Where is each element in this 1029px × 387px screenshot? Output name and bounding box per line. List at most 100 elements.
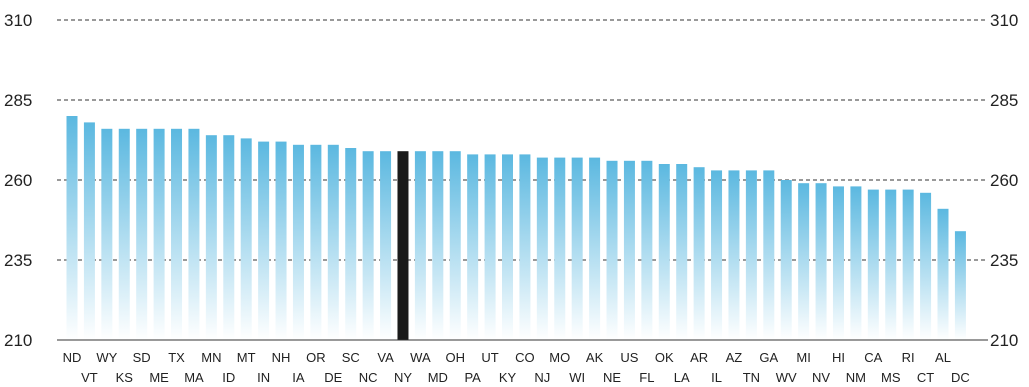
category-label-nm: NM: [846, 370, 866, 385]
category-label-ks: KS: [116, 370, 134, 385]
category-label-ct: CT: [917, 370, 934, 385]
bar-mn: [205, 135, 217, 340]
category-label-ny: NY: [394, 370, 412, 385]
category-label-wi: WI: [569, 370, 585, 385]
bar-ri: [902, 189, 914, 340]
bar-hi: [832, 186, 844, 340]
category-label-us: US: [620, 350, 638, 365]
category-label-ca: CA: [864, 350, 882, 365]
y-tick-label-right: 260: [990, 171, 1018, 190]
axis-layer: 210 210 235 235 260 260 285 285 310 310: [4, 11, 1018, 350]
category-label-me: ME: [149, 370, 169, 385]
bar-oh: [449, 151, 461, 340]
bar-ca: [867, 189, 879, 340]
bar-ok: [658, 164, 670, 340]
category-label-ak: AK: [586, 350, 604, 365]
category-label-or: OR: [306, 350, 326, 365]
category-label-mo: MO: [549, 350, 570, 365]
category-label-nh: NH: [272, 350, 291, 365]
category-label-nc: NC: [359, 370, 378, 385]
category-label-va: VA: [377, 350, 394, 365]
bar-ar: [693, 167, 705, 340]
bar-sc: [345, 148, 357, 340]
bar-md: [432, 151, 444, 340]
bar-vt: [83, 122, 95, 341]
bar-mo: [554, 157, 566, 340]
bar-ne: [606, 160, 618, 340]
category-label-ut: UT: [481, 350, 498, 365]
y-tick-label-left: 235: [4, 251, 32, 270]
category-label-wa: WA: [410, 350, 431, 365]
category-label-la: LA: [674, 370, 690, 385]
bar-la: [676, 164, 688, 340]
category-label-pa: PA: [464, 370, 481, 385]
bar-mi: [798, 183, 810, 340]
y-tick-label-right: 285: [990, 91, 1018, 110]
bar-nc: [362, 151, 374, 340]
y-tick-label-left: 285: [4, 91, 32, 110]
bar-ia: [292, 144, 304, 340]
y-tick-label-left: 310: [4, 11, 32, 30]
category-label-mi: MI: [796, 350, 810, 365]
bar-ny: [397, 151, 409, 340]
category-label-nv: NV: [812, 370, 830, 385]
bar-ma: [188, 128, 200, 340]
bar-ga: [763, 170, 775, 340]
bar-ms: [885, 189, 897, 340]
bar-in: [258, 141, 270, 340]
bar-us: [623, 160, 635, 340]
category-label-al: AL: [935, 350, 951, 365]
category-label-wy: WY: [96, 350, 117, 365]
category-label-ri: RI: [902, 350, 915, 365]
bar-nh: [275, 141, 287, 340]
bar-wa: [414, 151, 426, 340]
category-label-ia: IA: [292, 370, 305, 385]
category-label-in: IN: [257, 370, 270, 385]
category-label-vt: VT: [81, 370, 98, 385]
bar-az: [728, 170, 740, 340]
bar-ky: [502, 154, 513, 340]
category-label-de: DE: [324, 370, 342, 385]
bar-ut: [484, 154, 496, 340]
category-label-mn: MN: [201, 350, 221, 365]
bar-or: [310, 144, 322, 340]
y-tick-label-right: 235: [990, 251, 1018, 270]
bar-ak: [589, 157, 601, 340]
bar-pa: [467, 154, 479, 340]
category-label-tn: TN: [743, 370, 760, 385]
category-label-wv: WV: [776, 370, 797, 385]
category-label-ky: KY: [499, 370, 517, 385]
category-label-oh: OH: [445, 350, 465, 365]
bar-nv: [815, 183, 827, 340]
bar-nd: [66, 116, 78, 340]
bar-dc: [954, 231, 966, 340]
category-label-az: AZ: [726, 350, 743, 365]
bar-mt: [240, 138, 252, 340]
bar-de: [327, 144, 339, 340]
category-label-dc: DC: [951, 370, 970, 385]
bar-wv: [780, 180, 792, 340]
bar-tn: [745, 170, 757, 340]
y-tick-label-left: 260: [4, 171, 32, 190]
category-label-ok: OK: [655, 350, 674, 365]
bar-wi: [571, 157, 583, 340]
bar-ks: [118, 128, 130, 340]
category-label-tx: TX: [168, 350, 185, 365]
category-label-ne: NE: [603, 370, 621, 385]
y-tick-label-left: 210: [4, 331, 32, 350]
category-label-ga: GA: [759, 350, 778, 365]
category-label-ms: MS: [881, 370, 901, 385]
category-label-hi: HI: [832, 350, 845, 365]
category-label-mt: MT: [237, 350, 256, 365]
bar-fl: [641, 160, 653, 340]
bar-wy: [101, 128, 113, 340]
bar-tx: [171, 128, 183, 340]
category-label-md: MD: [428, 370, 448, 385]
bar-ct: [920, 192, 932, 340]
category-label-il: IL: [711, 370, 722, 385]
y-tick-label-right: 310: [990, 11, 1018, 30]
category-label-ar: AR: [690, 350, 708, 365]
category-label-sc: SC: [342, 350, 360, 365]
